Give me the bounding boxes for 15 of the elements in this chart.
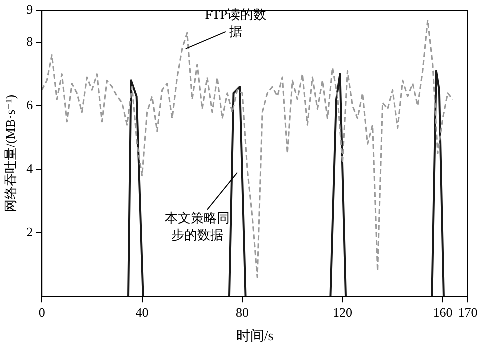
y-tick-label: 8 — [26, 34, 34, 49]
x-tick-label: 170 — [458, 304, 478, 320]
x-tick-label: 120 — [332, 304, 352, 320]
y-tick-label: 2 — [26, 224, 34, 240]
x-axis-title: 时间/s — [236, 328, 274, 344]
x-tick-label: 0 — [38, 304, 46, 320]
line-series — [42, 20, 454, 278]
x-tick-label: 160 — [433, 304, 453, 320]
y-tick-label: 6 — [26, 97, 34, 112]
y-tick-label: 9 — [26, 2, 34, 18]
x-tick-label: 80 — [236, 304, 250, 320]
y-tick-label: 4 — [26, 161, 34, 176]
y-axis-title: 网络吞吐量/(MB·s⁻¹) — [3, 94, 18, 213]
x-tick-label: 40 — [136, 304, 149, 320]
annotation: 本文策略同步的数据 — [165, 210, 230, 243]
